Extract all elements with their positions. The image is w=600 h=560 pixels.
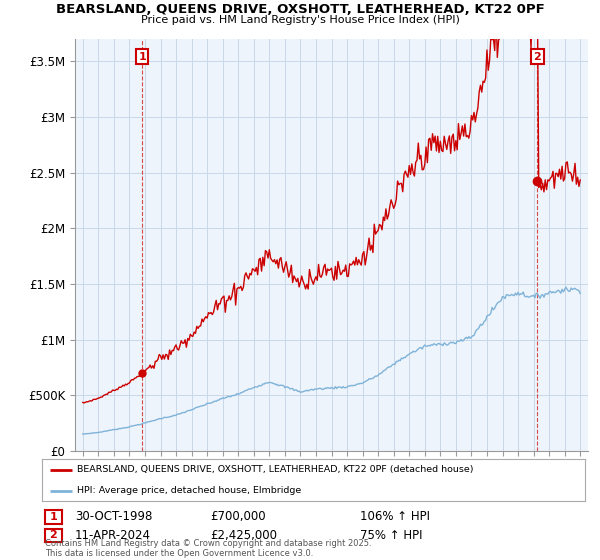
Text: 106% ↑ HPI: 106% ↑ HPI [360,510,430,524]
Text: BEARSLAND, QUEENS DRIVE, OXSHOTT, LEATHERHEAD, KT22 0PF: BEARSLAND, QUEENS DRIVE, OXSHOTT, LEATHE… [56,3,544,16]
Text: 30-OCT-1998: 30-OCT-1998 [75,510,152,524]
Text: HPI: Average price, detached house, Elmbridge: HPI: Average price, detached house, Elmb… [77,486,302,495]
Text: £700,000: £700,000 [210,510,266,524]
Text: 75% ↑ HPI: 75% ↑ HPI [360,529,422,542]
Text: BEARSLAND, QUEENS DRIVE, OXSHOTT, LEATHERHEAD, KT22 0PF (detached house): BEARSLAND, QUEENS DRIVE, OXSHOTT, LEATHE… [77,465,474,474]
Text: 2: 2 [533,52,541,62]
Text: Contains HM Land Registry data © Crown copyright and database right 2025.
This d: Contains HM Land Registry data © Crown c… [45,539,371,558]
Text: £2,425,000: £2,425,000 [210,529,277,542]
Text: Price paid vs. HM Land Registry's House Price Index (HPI): Price paid vs. HM Land Registry's House … [140,15,460,25]
Text: 1: 1 [139,52,146,62]
Text: 2: 2 [50,530,57,540]
Text: 11-APR-2024: 11-APR-2024 [75,529,151,542]
Text: 1: 1 [50,512,57,522]
